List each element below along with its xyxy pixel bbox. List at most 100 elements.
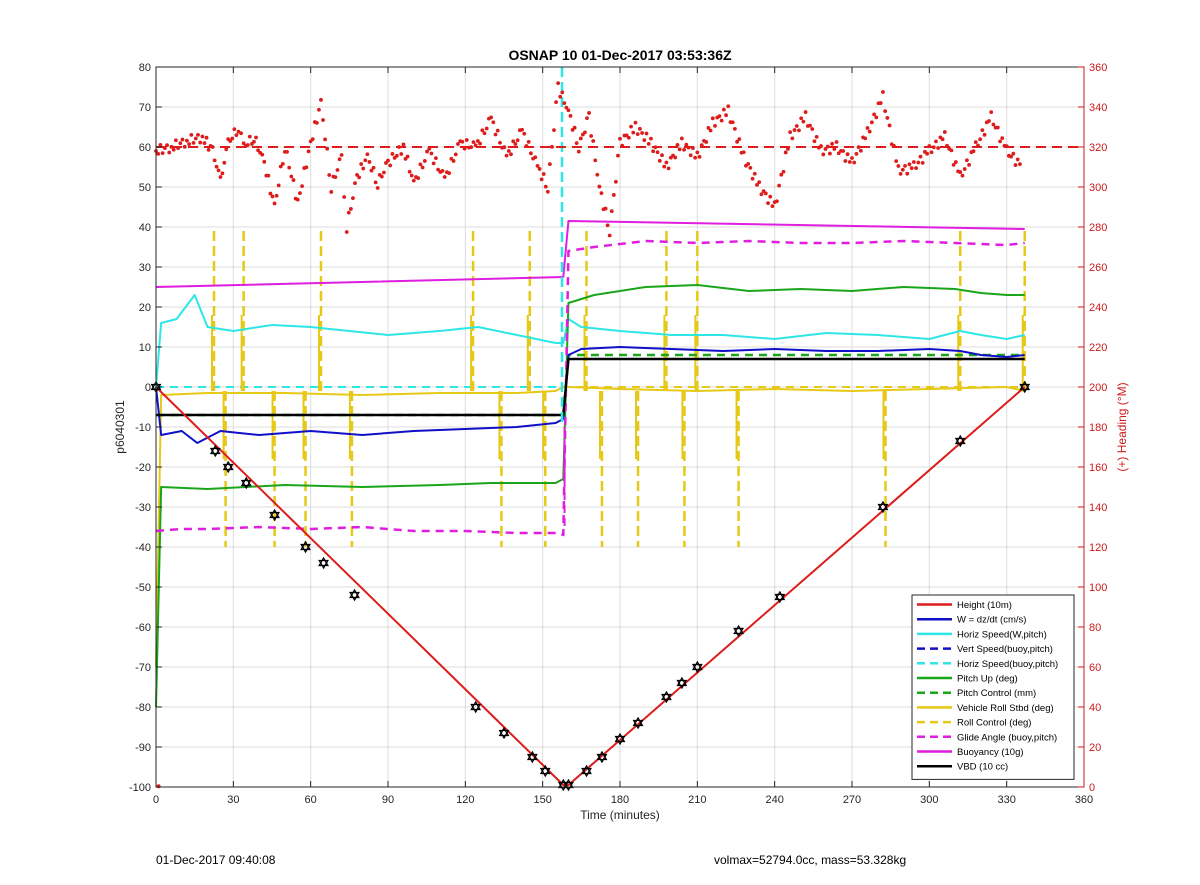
heading-dot (583, 130, 587, 135)
x-tick-label: 180 (611, 794, 629, 806)
heading-dot (554, 100, 558, 105)
heading-dot (1009, 154, 1013, 159)
heading-dot (850, 156, 854, 160)
depth-marker (581, 764, 592, 775)
heading-dot (699, 143, 704, 148)
heading-dot (247, 134, 252, 139)
heading-dot (230, 136, 235, 141)
heading-dot (317, 107, 321, 112)
heading-dot (726, 104, 731, 109)
heading-dot (593, 158, 598, 163)
depth-marker (349, 591, 360, 602)
heading-dot (344, 230, 349, 234)
depth-marker (614, 735, 626, 746)
series-vbd-10-cc (156, 357, 1025, 417)
depth-marker (526, 750, 538, 761)
heading-dot (763, 191, 768, 196)
heading-dot (898, 172, 903, 176)
heading-dot (660, 153, 664, 158)
heading-dot (498, 140, 502, 145)
heading-dot (276, 183, 281, 188)
heading-dot (597, 184, 602, 189)
heading-dot (825, 144, 830, 149)
heading-dot (599, 191, 604, 196)
heading-dot (823, 147, 828, 151)
heading-dot (556, 81, 561, 86)
heading-dot (874, 115, 879, 120)
heading-dot (425, 149, 429, 154)
heading-dot (351, 196, 355, 201)
heading-dot (995, 125, 1000, 130)
heading-dot (691, 146, 695, 151)
heading-dot (214, 164, 219, 169)
heading-dot (545, 189, 550, 194)
depth-marker (1019, 383, 1031, 394)
heading-dot (520, 127, 524, 132)
heading-dot (171, 147, 176, 152)
heading-dot (688, 153, 693, 158)
heading-dot (524, 144, 529, 148)
depth-marker (596, 750, 608, 761)
y-tick-label: -50 (135, 582, 151, 594)
y2-tick-label: 320 (1089, 142, 1107, 154)
depth-marker (269, 511, 280, 522)
y-tick-label: -100 (129, 782, 151, 794)
y-tick-label: 50 (139, 182, 151, 194)
heading-dot (585, 116, 589, 120)
heading-dot (285, 149, 289, 154)
heading-dot (953, 160, 958, 164)
y2-tick-label: 220 (1089, 342, 1107, 354)
heading-dot (162, 146, 167, 151)
heading-dot (1013, 163, 1018, 167)
heading-dot (834, 140, 839, 144)
depth-marker (470, 703, 482, 714)
heading-dot (566, 108, 571, 113)
heading-dot (272, 201, 277, 206)
heading-dot (266, 173, 271, 178)
heading-dot (568, 113, 573, 118)
heading-dot (589, 134, 594, 138)
heading-dot (212, 158, 217, 163)
heading-dot (295, 197, 300, 202)
y2-tick-label: 0 (1089, 782, 1095, 794)
heading-dot (418, 162, 423, 167)
x-tick-label: 120 (456, 794, 474, 806)
heading-dot (960, 173, 965, 178)
heading-dot (757, 180, 762, 185)
heading-dot (885, 116, 890, 120)
heading-dot (673, 155, 678, 160)
heading-dot (998, 139, 1002, 144)
heading-dot (613, 179, 618, 184)
x-tick-label: 150 (533, 794, 551, 806)
heading-dot (719, 118, 724, 123)
y2-tick-label: 60 (1089, 662, 1101, 674)
heading-dot (865, 126, 870, 130)
heading-dot (686, 145, 691, 150)
y2-tick-label: 280 (1089, 222, 1107, 234)
heading-dot (797, 128, 801, 133)
depth-marker (632, 719, 644, 730)
heading-dot (958, 170, 963, 174)
heading-dot (469, 145, 474, 150)
heading-dot (603, 206, 608, 211)
heading-dot (346, 210, 351, 215)
heading-dot (929, 150, 934, 155)
heading-dot (522, 131, 527, 136)
heading-dot (1011, 151, 1016, 156)
series-horiz-speed-w-pitch (155, 294, 1025, 388)
heading-dot (300, 184, 304, 189)
heading-dot (1004, 144, 1009, 149)
heading-dot (361, 166, 366, 171)
heading-dot (526, 140, 531, 144)
heading-dot (896, 164, 901, 168)
y-tick-label: -90 (135, 742, 151, 754)
heading-dot (777, 183, 781, 188)
heading-dot (847, 160, 852, 164)
heading-dot (342, 195, 347, 199)
heading-dot (856, 145, 861, 150)
heading-dot (794, 124, 799, 128)
heading-dot (515, 138, 520, 143)
heading-dot (646, 141, 651, 146)
heading-dot (456, 142, 460, 146)
heading-dot (560, 90, 565, 95)
